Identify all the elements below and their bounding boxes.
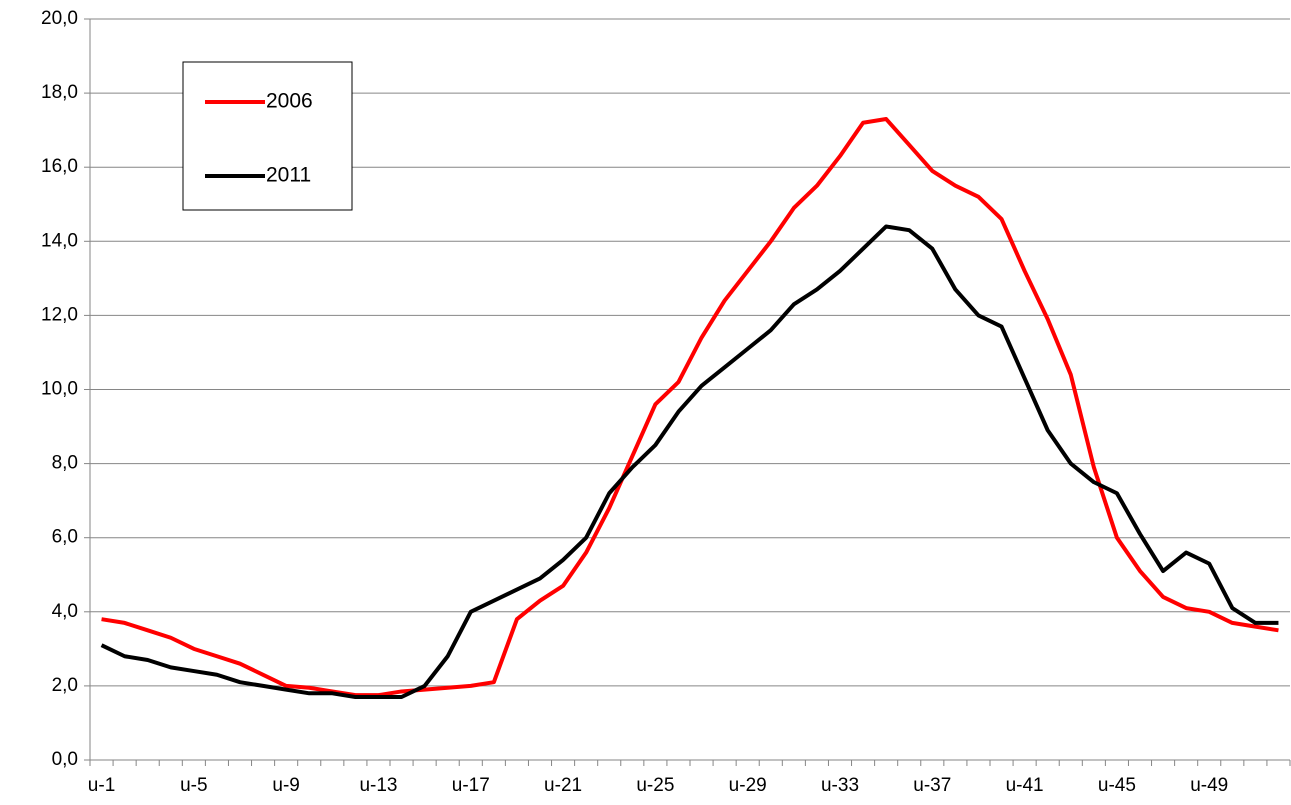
- legend-box: [182, 61, 353, 211]
- y-tick-label: 12,0: [41, 304, 78, 325]
- x-tick-label: u-13: [359, 775, 397, 796]
- x-tick-label: u-45: [1098, 775, 1136, 796]
- x-tick-label: u-33: [821, 775, 859, 796]
- y-tick-label: 10,0: [41, 379, 78, 400]
- x-tick-label: u-29: [729, 775, 767, 796]
- x-tick-label: u-41: [1006, 775, 1044, 796]
- x-tick-label: u-9: [272, 775, 299, 796]
- x-tick-label: u-5: [180, 775, 207, 796]
- x-tick-label: u-37: [913, 775, 951, 796]
- x-tick-label: u-17: [452, 775, 490, 796]
- legend-label: 2006: [266, 90, 313, 113]
- y-tick-label: 16,0: [41, 156, 78, 177]
- series-line: [101, 117, 1279, 698]
- y-tick-label: 0,0: [52, 749, 78, 770]
- y-tick-label: 14,0: [41, 230, 78, 251]
- x-tick-label: u-25: [636, 775, 674, 796]
- x-tick-label: u-1: [88, 775, 115, 796]
- legend-label: 2011: [266, 164, 311, 187]
- x-tick-label: u-21: [544, 775, 582, 796]
- y-tick-label: 4,0: [52, 601, 78, 622]
- y-tick-label: 6,0: [52, 527, 78, 548]
- y-tick-label: 2,0: [52, 675, 78, 696]
- series-line: [100, 224, 1279, 700]
- y-tick-label: 18,0: [41, 82, 78, 103]
- y-tick-label: 8,0: [52, 453, 78, 474]
- y-tick-label: 20,0: [41, 8, 78, 29]
- x-tick-label: u-49: [1190, 775, 1228, 796]
